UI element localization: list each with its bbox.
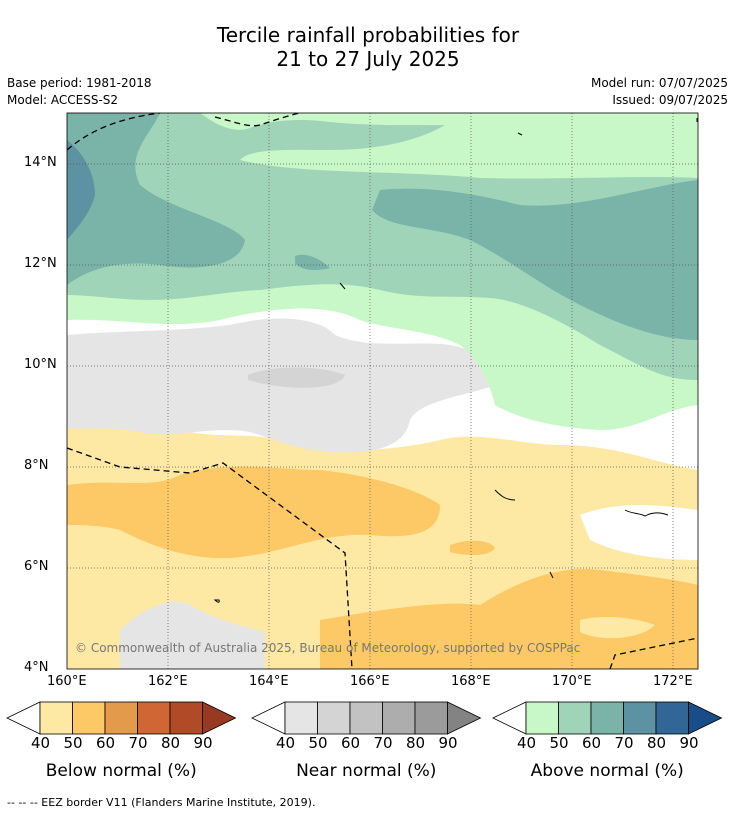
colorbar-segment xyxy=(284,701,318,735)
above-normal-70-region xyxy=(67,140,95,240)
colorbar-tick-label: 70 xyxy=(373,734,393,752)
model-name: Model: ACCESS-S2 xyxy=(7,93,119,107)
colorbars xyxy=(6,701,723,735)
near-normal-south-region xyxy=(120,601,265,669)
colorbar-tick-label: 50 xyxy=(549,734,569,752)
colorbar-segment xyxy=(349,701,383,735)
colorbar-tick-label: 90 xyxy=(679,734,699,752)
lon-tick-160: 160°E xyxy=(47,674,87,689)
lat-tick-10: 10°N xyxy=(24,357,57,372)
colorbar-tick-label: 50 xyxy=(308,734,328,752)
above-normal-50-region xyxy=(67,113,698,380)
colorbar-tick-label: 80 xyxy=(647,734,667,752)
colorbar-low-arrow xyxy=(6,701,41,735)
copyright-notice: © Commonwealth of Australia 2025, Bureau… xyxy=(75,641,581,655)
colorbar-title: Near normal (%) xyxy=(296,761,437,781)
colorbar-segment xyxy=(623,701,657,735)
colorbar-segment xyxy=(104,701,138,735)
islands xyxy=(213,118,698,603)
lat-tick-4: 4°N xyxy=(24,660,49,675)
colorbar-tick-label: 70 xyxy=(614,734,634,752)
colorbar-tick-label: 60 xyxy=(582,734,602,752)
colorbar-high-arrow xyxy=(202,701,237,735)
colorbar-segment xyxy=(525,701,559,735)
above-normal-60-west-region xyxy=(67,113,245,285)
lat-tick-6: 6°N xyxy=(24,559,49,574)
lon-tick-170: 170°E xyxy=(552,674,592,689)
colorbar-title: Above normal (%) xyxy=(530,761,684,781)
colorbar-tick-label: 80 xyxy=(406,734,426,752)
colorbar-segment xyxy=(39,701,73,735)
colorbar-title: Below normal (%) xyxy=(45,761,197,781)
colorbar-segment xyxy=(317,701,351,735)
lon-tick-162: 162°E xyxy=(148,674,188,689)
meta-left: Base period: 1981-2018 Model: ACCESS-S2 xyxy=(7,75,152,109)
lon-tick-164: 164°E xyxy=(249,674,289,689)
gridlines xyxy=(67,113,698,669)
below-normal-40-patch xyxy=(580,617,655,639)
near-normal-50-region xyxy=(248,367,345,388)
map-title-line2: 21 to 27 July 2025 xyxy=(276,47,460,71)
colorbar-segment xyxy=(382,701,416,735)
colorbar-high-arrow xyxy=(688,701,723,735)
meta-right: Model run: 07/07/2025 Issued: 09/07/2025 xyxy=(591,75,728,109)
map-plot-area xyxy=(67,113,698,669)
base-period: Base period: 1981-2018 xyxy=(7,76,152,90)
below-normal-50-south-region xyxy=(320,569,698,669)
colorbar-segment xyxy=(558,701,592,735)
lat-tick-8: 8°N xyxy=(24,458,49,473)
colorbar-tick-label: 60 xyxy=(96,734,116,752)
above-normal-60-east-region xyxy=(372,180,698,340)
map-title-line1: Tercile rainfall probabilities for xyxy=(216,23,520,47)
colorbar-segment xyxy=(590,701,624,735)
colorbar-tick-label: 60 xyxy=(341,734,361,752)
model-run: Model run: 07/07/2025 xyxy=(590,76,728,90)
lon-tick-172: 172°E xyxy=(653,674,693,689)
lat-tick-12: 12°N xyxy=(24,256,57,271)
colorbar-tick-label: 40 xyxy=(517,734,537,752)
colorbar-tick-label: 80 xyxy=(161,734,181,752)
colorbar-segment xyxy=(72,701,106,735)
colorbar-tick-label: 90 xyxy=(193,734,213,752)
colorbar-segment xyxy=(137,701,171,735)
colorbar-tick-label: 40 xyxy=(276,734,296,752)
lon-tick-168: 168°E xyxy=(451,674,491,689)
colorbar-segment xyxy=(655,701,689,735)
colorbar-segment xyxy=(169,701,203,735)
colorbar-tick-label: 40 xyxy=(31,734,51,752)
colorbar-tick-label: 50 xyxy=(63,734,83,752)
colorbar-low-arrow xyxy=(251,701,286,735)
no-dominant-east-region xyxy=(580,505,698,560)
above-normal-60-small-region xyxy=(295,254,330,271)
colorbar-segment xyxy=(414,701,448,735)
lon-tick-166: 166°E xyxy=(350,674,390,689)
issued-date: Issued: 09/07/2025 xyxy=(612,93,728,107)
plot-frame xyxy=(66,112,699,670)
below-normal-50-small-region xyxy=(450,540,495,556)
colorbar-low-arrow xyxy=(492,701,527,735)
colorbar-tick-label: 90 xyxy=(438,734,458,752)
below-normal-50-region xyxy=(67,466,440,559)
lat-tick-14: 14°N xyxy=(24,155,57,170)
eez-footer: -- -- -- EEZ border V11 (Flanders Marine… xyxy=(7,796,316,809)
colorbar-high-arrow xyxy=(447,701,482,735)
eez-borders xyxy=(67,113,698,669)
colorbar-tick-label: 70 xyxy=(128,734,148,752)
